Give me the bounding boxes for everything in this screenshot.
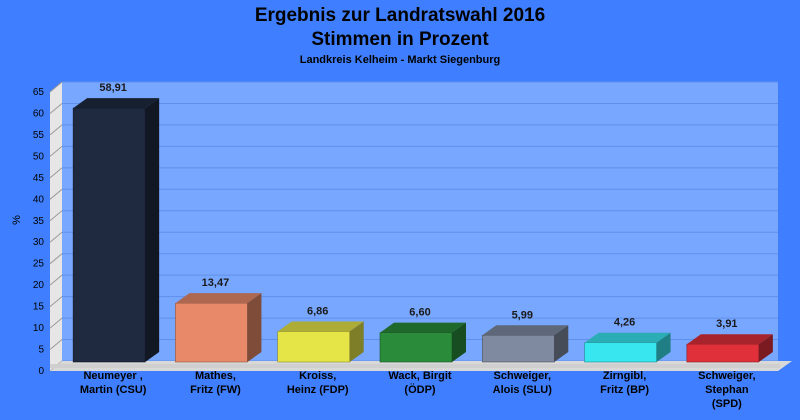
data-label: 6,86 xyxy=(307,306,328,318)
gridline-side xyxy=(49,167,63,179)
data-label: 5,99 xyxy=(512,309,533,321)
gridline-side xyxy=(49,339,63,350)
y-tick-label: 60 xyxy=(33,108,45,119)
y-tick-label: 10 xyxy=(33,323,45,334)
gridline-side xyxy=(49,274,63,286)
data-label: 4,26 xyxy=(614,317,635,329)
x-tick-label: Kroiss, xyxy=(299,370,336,382)
y-tick-label: 40 xyxy=(33,194,45,205)
gridline-side xyxy=(49,188,63,200)
bar xyxy=(686,343,760,363)
bar-side xyxy=(349,321,364,362)
data-label: 13,47 xyxy=(202,277,230,289)
x-tick-label: Schweiger, xyxy=(494,370,551,382)
bar-side xyxy=(758,334,773,362)
y-tick-label: 0 xyxy=(38,366,44,377)
plot-background xyxy=(62,82,778,361)
x-tick-label: Neumeyer , xyxy=(83,370,142,382)
data-label: 58,91 xyxy=(99,82,127,94)
y-tick-label: 20 xyxy=(33,280,45,291)
bar xyxy=(481,334,555,363)
bar-top xyxy=(686,334,773,345)
x-tick-label: (SPD) xyxy=(712,398,742,410)
bar-top xyxy=(73,98,160,109)
gridline-side xyxy=(49,81,63,93)
gridline-side xyxy=(49,103,63,114)
x-tick-label: Fritz (BP) xyxy=(600,384,649,396)
y-tick-label: 35 xyxy=(33,216,45,227)
bar xyxy=(277,331,351,363)
x-tick-label: Fritz (FW) xyxy=(190,384,241,396)
x-tick-label: (ÖDP) xyxy=(404,383,436,396)
bar-side xyxy=(656,332,671,362)
gridline-side xyxy=(49,296,63,307)
bar-side xyxy=(247,293,262,362)
data-label: 6,60 xyxy=(409,307,430,319)
y-tick-label: 55 xyxy=(33,130,45,141)
data-label: 3,91 xyxy=(716,318,737,330)
chart-title: Ergebnis zur Landratswahl 2016 xyxy=(254,5,546,26)
bar-top xyxy=(175,293,262,304)
bar xyxy=(379,332,453,363)
y-tick-label: 65 xyxy=(33,87,45,98)
gridline-side xyxy=(49,231,63,243)
chart-title-line2: Stimmen in Prozent xyxy=(311,29,489,50)
bar-side xyxy=(554,325,569,362)
y-tick-label: 30 xyxy=(33,237,45,248)
gridline-side xyxy=(49,210,63,222)
y-tick-label: 5 xyxy=(38,345,44,356)
x-tick-label: Schweiger, xyxy=(698,370,755,382)
gridline-side xyxy=(49,124,63,136)
bar xyxy=(175,302,248,363)
y-axis-label: % xyxy=(11,215,23,225)
x-tick-label: Zirngibl, xyxy=(603,370,646,382)
gridline-side xyxy=(49,146,63,157)
bar xyxy=(72,107,146,363)
bar-top xyxy=(277,321,364,332)
y-tick-label: 15 xyxy=(33,302,45,313)
x-tick-label: Martin (CSU) xyxy=(80,384,147,396)
left-wall xyxy=(50,82,62,371)
x-tick-label: Heinz (FDP) xyxy=(287,384,349,396)
bar-top xyxy=(380,322,466,333)
x-tick-label: Alois (SLU) xyxy=(493,384,553,396)
y-tick-label: 50 xyxy=(33,151,45,162)
gridline-side xyxy=(49,253,63,265)
floor-edge xyxy=(50,364,780,368)
bar-top xyxy=(482,325,569,336)
x-tick-label: Wack, Birgit xyxy=(388,370,451,382)
bar-side xyxy=(145,98,160,363)
gridline-side xyxy=(49,317,63,329)
x-tick-label: Mathes, xyxy=(195,370,236,382)
bar-top xyxy=(584,332,671,343)
y-tick-label: 25 xyxy=(33,259,45,270)
x-tick-label: Stephan xyxy=(705,384,749,396)
chart-subtitle: Landkreis Kelheim - Markt Siegenburg xyxy=(299,54,501,66)
y-tick-label: 45 xyxy=(33,173,45,184)
bar xyxy=(584,342,657,363)
bar-side xyxy=(452,322,466,362)
